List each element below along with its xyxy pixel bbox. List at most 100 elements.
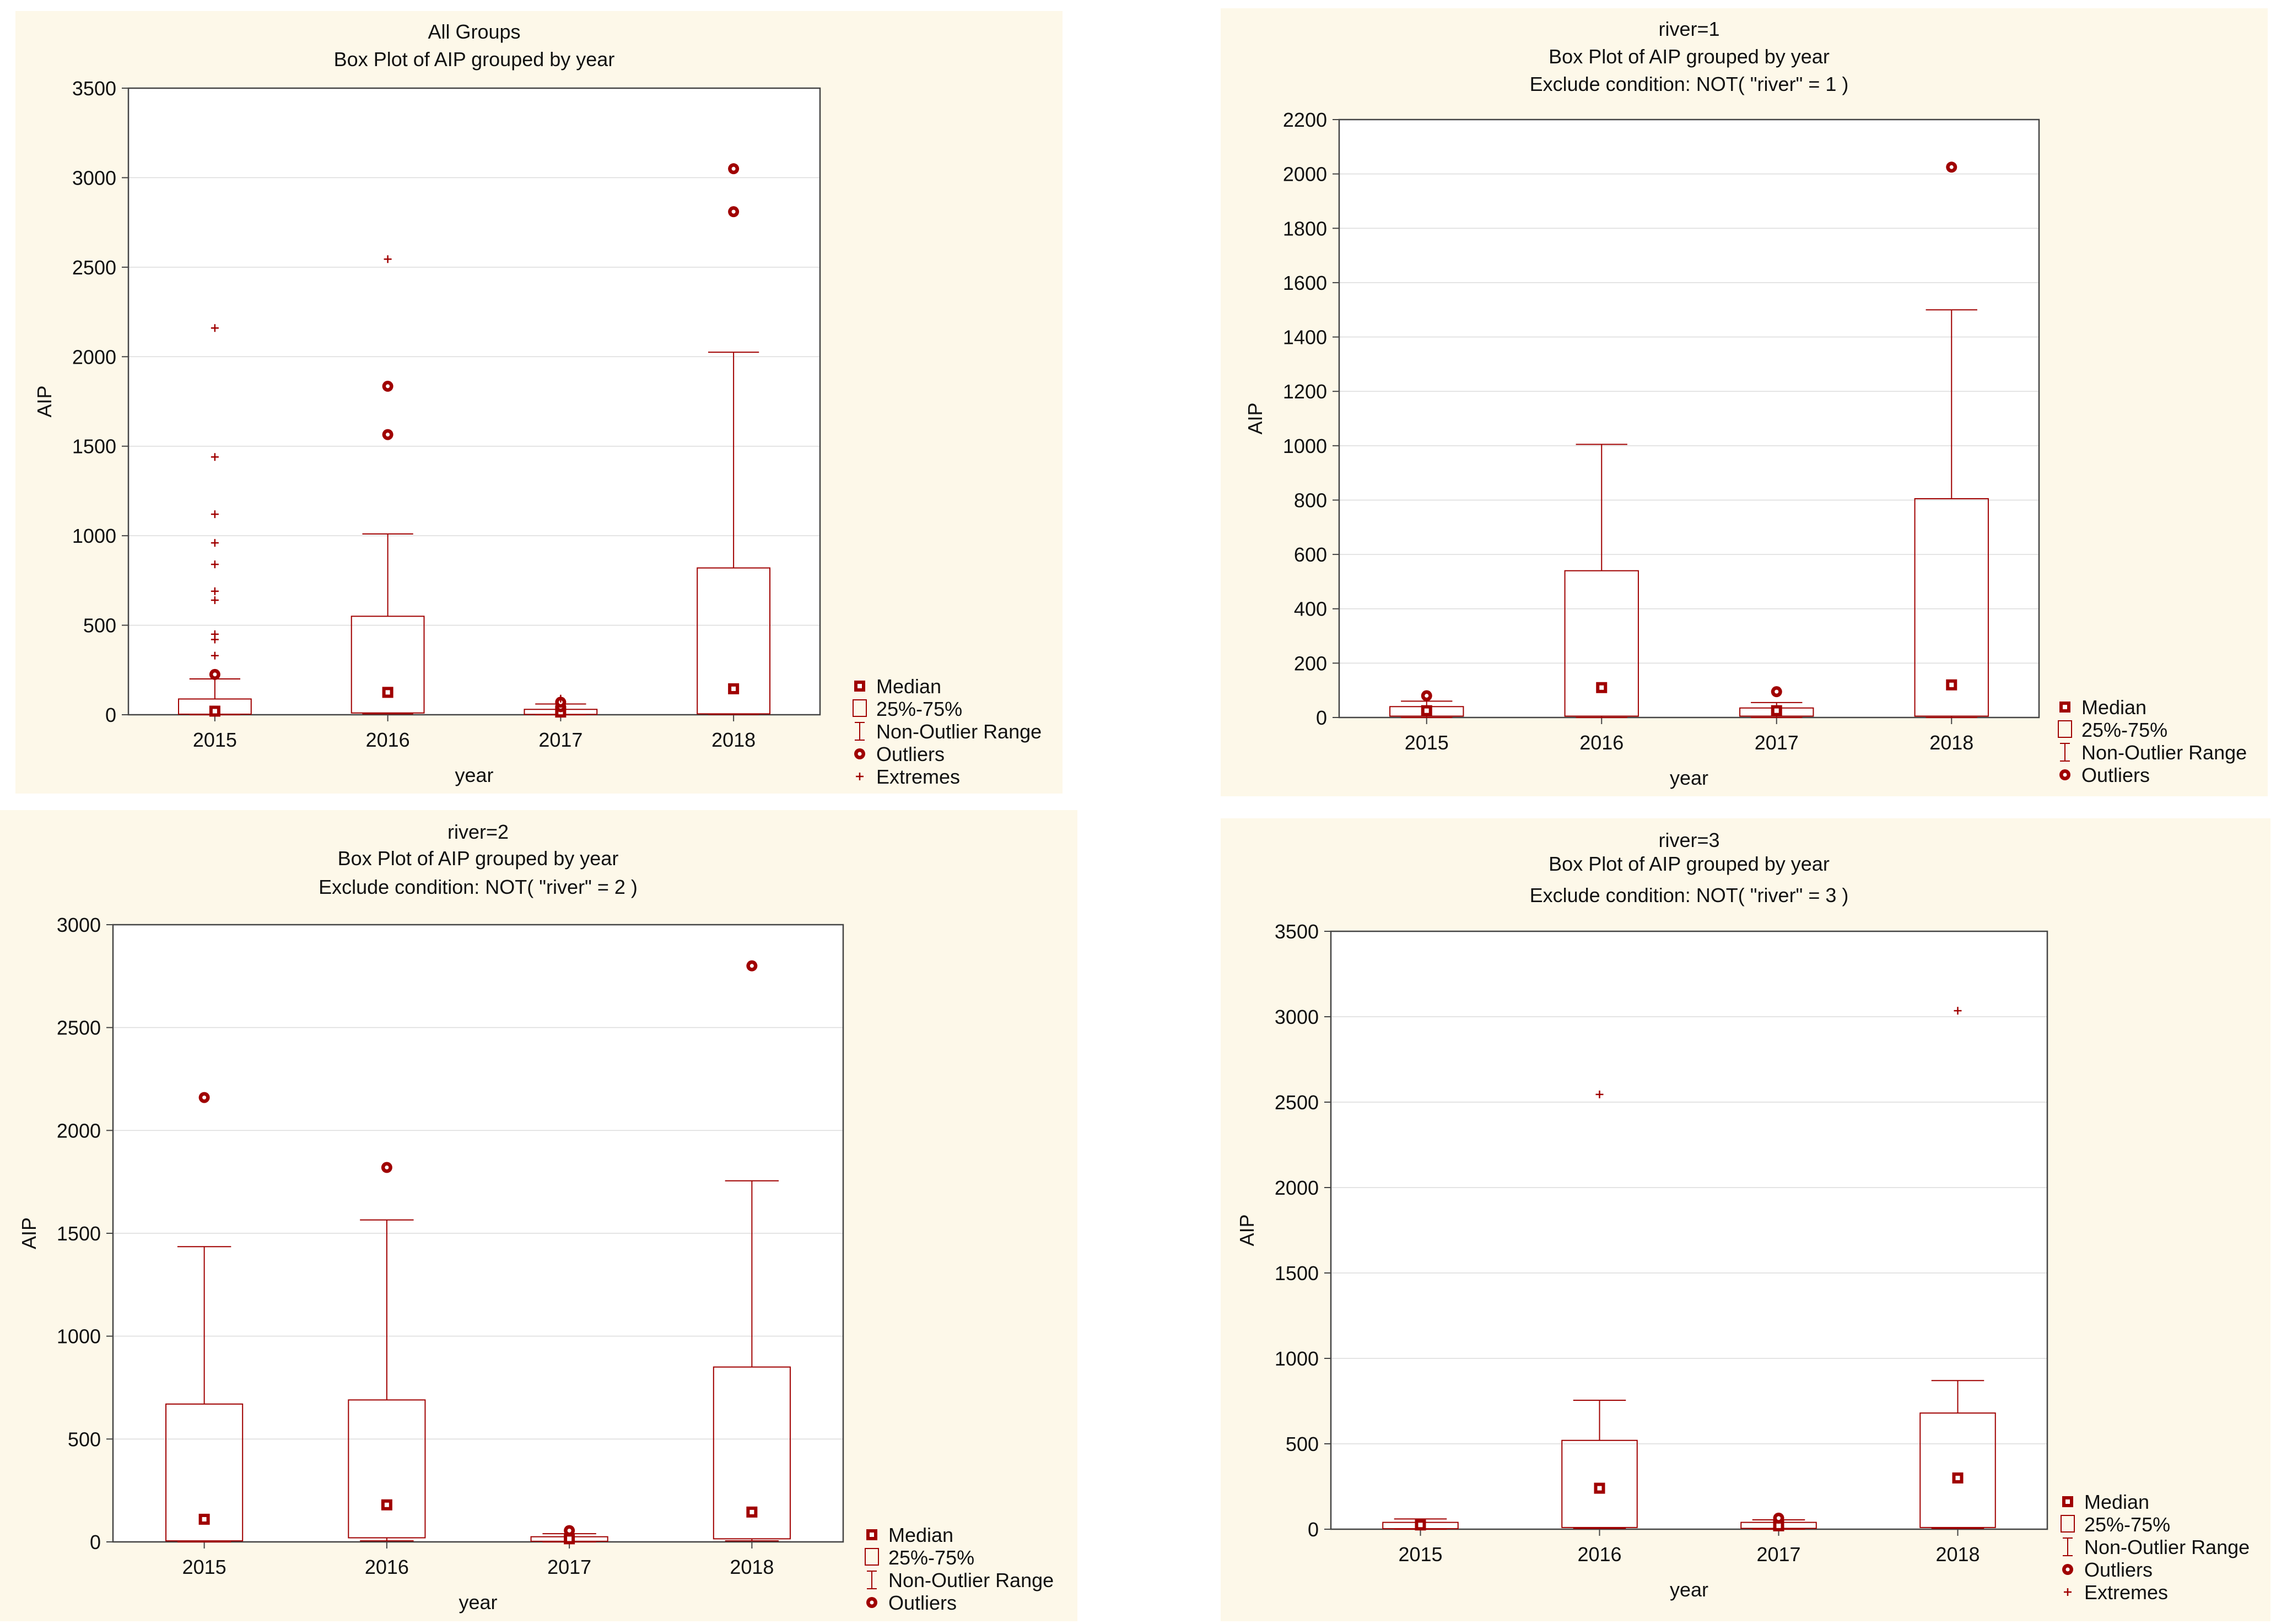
chart4-iqr-box-2016 (1561, 1439, 1638, 1528)
chart2-title-line-3: Exclude condition: NOT( "river" = 1 ) (1530, 73, 1849, 95)
chart3-ytick-label-0: 0 (90, 1531, 101, 1553)
chart4-title-line-2: Box Plot of AIP grouped by year (1549, 853, 1830, 875)
chart3-outlier-2016-0-center (385, 1166, 389, 1170)
chart4-extreme-2018-0 (1954, 1007, 1962, 1015)
chart1-ytick-label-6: 3000 (72, 166, 116, 189)
chart4-xtick-label-2017: 2017 (1756, 1543, 1800, 1566)
chart1-ytick-label-2: 1000 (72, 525, 116, 547)
chart3-median-2015-center (202, 1517, 207, 1522)
chart3-box-2016 (348, 1162, 426, 1542)
panel-river-1: river=1 Box Plot of AIP grouped by year Ex… (1221, 8, 2268, 796)
chart2-legend-symbol-non-outlier-range (2060, 743, 2070, 762)
chart1-extreme-2015-7 (211, 510, 219, 519)
chart4-box-2017 (1740, 1512, 1817, 1531)
chart2-ytick-label-10: 2000 (1283, 163, 1327, 186)
chart2-median-2015-center (1424, 708, 1429, 713)
chart4-xlabel: year (1670, 1578, 1708, 1601)
chart2-outlier-2017-0-center (1775, 689, 1779, 694)
chart4-median-2015-center (1418, 1523, 1423, 1528)
chart1-legend-symbol-outliers-center (857, 752, 862, 756)
chart4-legend-label-median: Median (2084, 1491, 2149, 1513)
chart3-legend-symbol-outliers-center (870, 1600, 874, 1605)
chart3-legend-label-25-75-: 25%-75% (888, 1546, 974, 1569)
chart3-ytick-label-2: 1000 (57, 1325, 101, 1348)
chart4-title-line-3: Exclude condition: NOT( "river" = 3 ) (1530, 884, 1849, 907)
chart2-ytick-label-5: 1000 (1283, 435, 1327, 457)
chart1-legend-symbol-non-outlier-range (855, 722, 865, 741)
chart3-iqr-box-2016 (348, 1399, 426, 1539)
chart1-box-2017 (524, 694, 598, 718)
chart1-legend-label-outliers: Outliers (876, 743, 945, 765)
chart3-median-2016-center (384, 1502, 389, 1507)
chart4-ytick-label-0: 0 (1308, 1518, 1319, 1541)
chart4-legend-symbol-extremes (2064, 1588, 2072, 1596)
chart4-plot-area (1331, 931, 2047, 1529)
panel-river-3: river=3 Box Plot of AIP grouped by year Ex… (1221, 818, 2270, 1621)
chart4-legend-label-extremes: Extremes (2084, 1581, 2168, 1604)
chart1-outlier-2016-0-center (386, 433, 390, 437)
chart1-ylabel: AIP (33, 385, 56, 417)
chart1-ytick-label-5: 2500 (72, 256, 116, 279)
chart1-outlier-2016-1-center (386, 384, 390, 389)
panel-all-groups: All Groups Box Plot of AIP grouped by yea… (15, 11, 1063, 794)
chart1-extreme-2015-4 (211, 587, 219, 595)
chart1-title-line-2: Box Plot of AIP grouped by year (334, 48, 615, 71)
chart2-outlier-2018-0-center (1949, 165, 1954, 169)
chart1-box-2015 (177, 324, 252, 717)
chart1-legend-symbol-extremes (856, 773, 864, 780)
chart1-extreme-2015-9 (211, 324, 219, 332)
chart2-plot-frame (1338, 118, 2040, 719)
chart2-legend-symbol-outliers-center (2063, 773, 2067, 777)
chart4-box-2018 (1919, 1007, 1996, 1529)
chart4-ytick-label-6: 3000 (1275, 1006, 1319, 1028)
chart1-extreme-2017-0 (557, 694, 565, 703)
chart2-box-2017 (1739, 686, 1814, 718)
chart4-xtick-label-2015: 2015 (1398, 1543, 1442, 1566)
chart2-ytick-label-7: 1400 (1283, 326, 1327, 349)
chart4-ytick-label-4: 2000 (1275, 1177, 1319, 1199)
chart4-median-2017-center (1776, 1523, 1781, 1528)
chart1-box-2016 (350, 255, 425, 715)
chart1-median-2016-center (385, 690, 390, 695)
chart2-box-2018 (1914, 161, 1989, 718)
chart1-legend-label-non-outlier-range: Non-Outlier Range (876, 720, 1042, 743)
chart2-legend-label-outliers: Outliers (2081, 764, 2150, 786)
chart3-iqr-box-2018 (713, 1366, 791, 1540)
chart4-ytick-label-1: 500 (1286, 1433, 1319, 1455)
chart1-xtick-label-2018: 2018 (711, 729, 756, 751)
chart1-ytick-label-7: 3500 (72, 77, 116, 100)
chart4-median-2018-center (1955, 1476, 1960, 1480)
chart4-plot-frame (1330, 930, 2048, 1530)
chart4-ytick-label-3: 1500 (1275, 1262, 1319, 1285)
chart4-box-2015 (1382, 1518, 1459, 1531)
chart2-ytick-label-1: 200 (1294, 652, 1327, 675)
chart1-title-line-1: All Groups (428, 20, 520, 43)
chart3-ytick-label-1: 500 (68, 1428, 101, 1450)
chart4-legend-symbol-outliers-center (2065, 1567, 2070, 1572)
chart3-ytick-label-4: 2000 (57, 1119, 101, 1142)
chart2-ytick-label-9: 1800 (1283, 217, 1327, 240)
chart1-ytick-label-1: 500 (83, 614, 116, 637)
chart3-box-2018 (713, 960, 791, 1542)
chart4-legend-symbol-median-center (2065, 1499, 2070, 1504)
chart4-median-2016-center (1597, 1486, 1602, 1491)
chart3-box-2015 (165, 1092, 244, 1542)
panel-river-2: river=2 Box Plot of AIP grouped by year Ex… (0, 810, 1077, 1621)
chart1-ytick-label-3: 1500 (72, 435, 116, 458)
chart1-legend-symbol-median-center (857, 684, 862, 688)
chart3-box-2017 (530, 1525, 608, 1545)
chart3-xtick-label-2016: 2016 (365, 1556, 409, 1578)
chart3-median-2017-center (567, 1536, 572, 1541)
chart3-legend-label-outliers: Outliers (888, 1591, 957, 1614)
chart1-median-2018-center (731, 686, 736, 691)
chart4-outlier-2017-0-center (1777, 1516, 1781, 1520)
chart3-outlier-2017-0-center (567, 1528, 571, 1533)
chart1-legend-label-extremes: Extremes (876, 765, 960, 788)
chart3-iqr-box-2015 (165, 1403, 244, 1542)
chart1-outlier-2015-0-center (213, 672, 217, 677)
chart1-extreme-2015-5 (211, 560, 219, 569)
chart4-box-2016 (1561, 1091, 1638, 1529)
